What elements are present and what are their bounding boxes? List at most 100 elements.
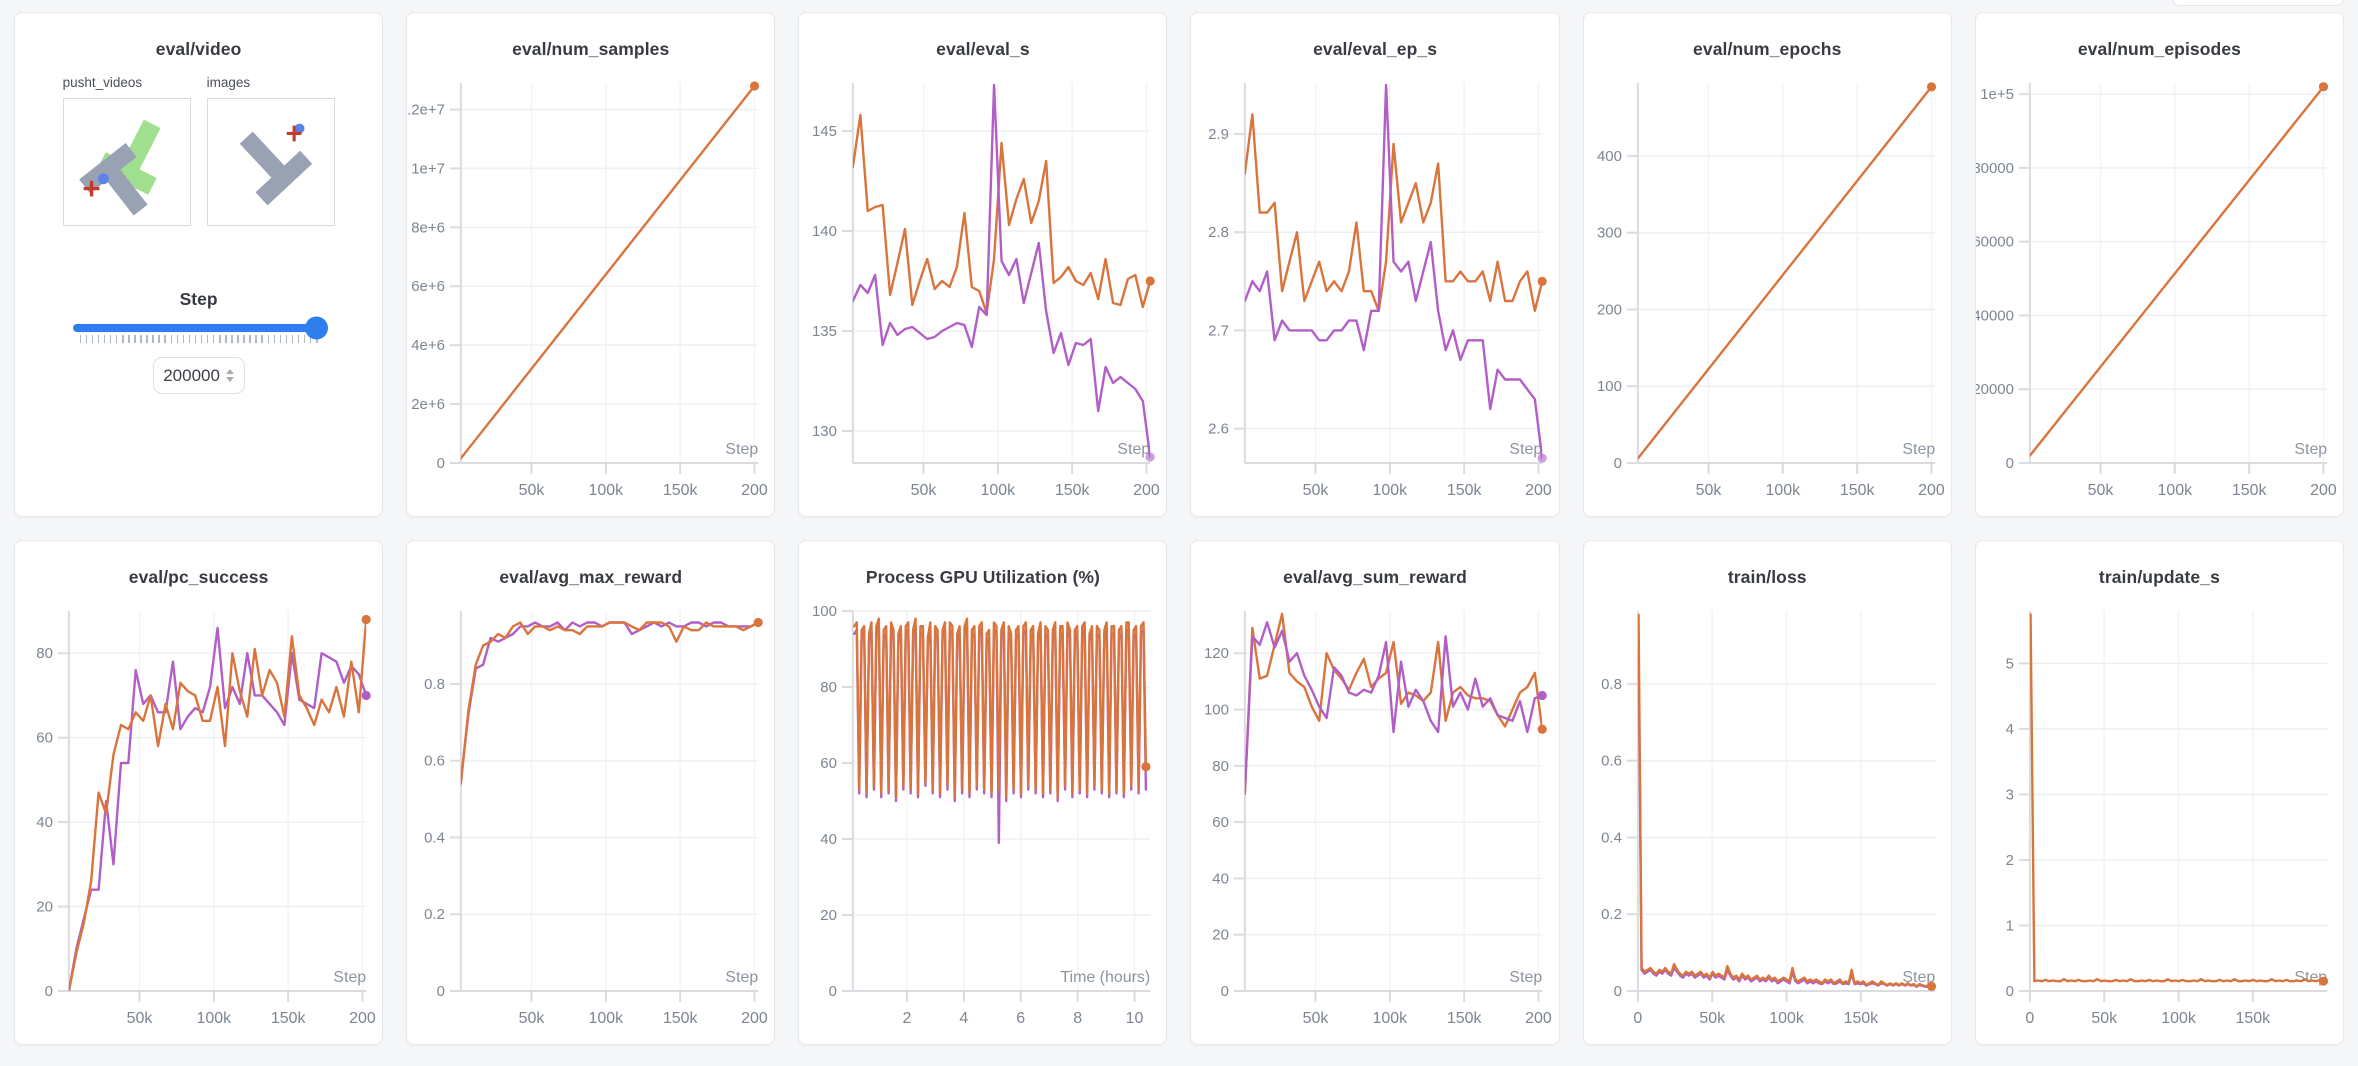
svg-text:100: 100: [1204, 702, 1229, 719]
svg-text:200: 200: [1526, 1010, 1553, 1027]
gray-t-shape: [239, 131, 312, 206]
svg-text:150k: 150k: [1840, 482, 1875, 499]
step-slider-handle[interactable]: [304, 316, 328, 340]
svg-text:80: 80: [1213, 758, 1230, 775]
svg-text:2.7: 2.7: [1209, 322, 1230, 339]
svg-text:100k: 100k: [1765, 482, 1800, 499]
svg-text:100: 100: [1597, 378, 1622, 395]
svg-text:200: 200: [1526, 482, 1553, 499]
svg-text:Time (hours): Time (hours): [1061, 969, 1151, 986]
svg-text:0: 0: [45, 983, 53, 1000]
chart-canvas[interactable]: 50k 100k 150k 200 0 20000 40000 60000 80000 1e+5 S…: [1976, 75, 2343, 509]
chart-canvas[interactable]: 50k 100k 150k 200 0 2e+6 4e+6 6e+6 8e+6 1e+7 1.2e+…: [407, 75, 774, 509]
svg-text:40: 40: [1213, 870, 1230, 887]
svg-text:Step: Step: [333, 969, 366, 986]
media-row: pusht_videos: [15, 75, 382, 231]
svg-text:4: 4: [960, 1010, 969, 1027]
chart-canvas[interactable]: 50k 100k 150k 200 0 100 200 300 400 Step: [1584, 75, 1951, 509]
svg-text:0: 0: [437, 455, 445, 472]
svg-text:1: 1: [2005, 917, 2013, 934]
svg-text:1e+5: 1e+5: [1980, 86, 2014, 103]
chart-panel: eval/num_episodes 50k 100k 150k 200 0 20000 40…: [1974, 12, 2344, 517]
svg-text:120: 120: [1204, 645, 1229, 662]
svg-text:50k: 50k: [1699, 1010, 1725, 1027]
svg-text:60: 60: [36, 730, 53, 747]
media-label: pusht_videos: [62, 75, 143, 90]
chart-canvas[interactable]: 50k 100k 150k 200 0 0.2 0.4 0.6 0.8 Step: [407, 603, 774, 1037]
svg-text:5: 5: [2005, 655, 2013, 672]
svg-text:130: 130: [812, 423, 837, 440]
chart-panel: eval/eval_ep_s 50k 100k 150k 200 2.6 2.7 2.8 2.…: [1190, 12, 1560, 517]
step-value-input[interactable]: 200000: [152, 357, 245, 394]
svg-text:0.4: 0.4: [1601, 829, 1622, 846]
svg-text:2: 2: [2005, 852, 2013, 869]
svg-text:50k: 50k: [127, 1010, 153, 1027]
number-stepper: [225, 369, 234, 382]
svg-text:0: 0: [2005, 455, 2013, 472]
decrement-icon[interactable]: [225, 377, 234, 382]
svg-text:400: 400: [1597, 148, 1622, 165]
chart-title: train/update_s: [2098, 567, 2220, 587]
svg-text:80: 80: [36, 645, 53, 662]
svg-text:150k: 150k: [1447, 1010, 1482, 1027]
slider-tick-marks: [79, 335, 318, 343]
svg-text:Step: Step: [726, 969, 759, 986]
chart-canvas[interactable]: 0 50k 100k 150k 0 0.2 0.4 0.6 0.8 Step: [1584, 603, 1951, 1037]
video-panel: eval/video pusht_videos: [14, 12, 384, 517]
svg-text:0: 0: [2005, 983, 2013, 1000]
svg-text:200: 200: [2310, 482, 2337, 499]
media-item-images: images: [206, 75, 335, 231]
svg-text:100k: 100k: [1769, 1010, 1804, 1027]
svg-text:20: 20: [821, 907, 838, 924]
svg-text:0.4: 0.4: [424, 829, 445, 846]
svg-text:100k: 100k: [2161, 1010, 2196, 1027]
svg-text:100k: 100k: [981, 482, 1016, 499]
svg-text:50k: 50k: [911, 482, 937, 499]
svg-text:40: 40: [36, 814, 53, 831]
svg-text:100k: 100k: [197, 1010, 232, 1027]
svg-text:0: 0: [1221, 983, 1229, 1000]
chart-title: eval/avg_max_reward: [499, 567, 683, 587]
svg-text:1e+7: 1e+7: [411, 160, 445, 177]
svg-text:100k: 100k: [1373, 1010, 1408, 1027]
increment-icon[interactable]: [225, 369, 234, 374]
media-label: images: [206, 75, 251, 90]
chart-canvas[interactable]: 50k 100k 150k 200 130 135 140 145 Step: [799, 75, 1166, 509]
svg-text:50k: 50k: [2087, 482, 2113, 499]
svg-text:150k: 150k: [271, 1010, 306, 1027]
chart-title: eval/pc_success: [128, 567, 269, 587]
chart-panel: train/loss 0 50k 100k 150k 0 0.2 0.4 0.6 0.8 Step: [1582, 540, 1952, 1045]
svg-text:4e+6: 4e+6: [411, 337, 445, 354]
chart-canvas[interactable]: 50k 100k 150k 200 0 20 40 60 80 100 120 Step: [1191, 603, 1558, 1037]
images-thumbnail[interactable]: [206, 98, 335, 226]
chart-panel: train/update_s 0 50k 100k 150k 0 1 2 3 4 5 Step: [1974, 540, 2344, 1045]
chart-canvas[interactable]: 50k 100k 150k 200 0 20 40 60 80 Step: [15, 603, 382, 1037]
svg-text:40: 40: [821, 831, 838, 848]
svg-text:100k: 100k: [1373, 482, 1408, 499]
step-slider-label: Step: [179, 289, 218, 309]
svg-text:200: 200: [1918, 482, 1945, 499]
agent-dot: [294, 123, 305, 134]
pusht-video-thumbnail[interactable]: [62, 98, 191, 226]
svg-text:300: 300: [1597, 225, 1622, 242]
chart-title: eval/eval_s: [936, 39, 1030, 59]
chart-panel: Process GPU Utilization (%) 2 4 6 8 10 0 20 40 6…: [798, 540, 1168, 1045]
media-item-pusht-videos: pusht_videos: [62, 75, 191, 231]
svg-text:150k: 150k: [663, 1010, 698, 1027]
chart-panel: eval/avg_max_reward 50k 100k 150k 200 0 0.2 0.…: [406, 540, 776, 1045]
chart-canvas[interactable]: 50k 100k 150k 200 2.6 2.7 2.8 2.9 Step: [1191, 75, 1558, 509]
chart-title: eval/num_episodes: [2077, 39, 2241, 59]
svg-text:60: 60: [821, 755, 838, 772]
svg-text:2e+6: 2e+6: [411, 396, 445, 413]
svg-text:100k: 100k: [2157, 482, 2192, 499]
svg-text:20000: 20000: [1976, 381, 2014, 398]
svg-text:2.6: 2.6: [1209, 421, 1230, 438]
svg-text:2.9: 2.9: [1209, 126, 1230, 143]
svg-text:0.6: 0.6: [424, 753, 445, 770]
step-slider[interactable]: [72, 316, 328, 343]
svg-text:0: 0: [1613, 983, 1621, 1000]
svg-text:80000: 80000: [1976, 160, 2014, 177]
step-slider-track[interactable]: [72, 316, 328, 340]
